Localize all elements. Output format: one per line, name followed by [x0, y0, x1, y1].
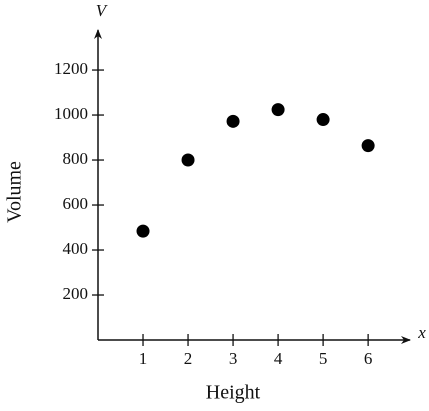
x-axis-symbol: x: [417, 323, 426, 342]
x-tick-label: 3: [229, 349, 238, 368]
y-tick-label: 1200: [54, 59, 88, 78]
y-axis-symbol: V: [96, 1, 109, 20]
data-point: [361, 139, 375, 153]
data-point: [136, 224, 150, 238]
x-tick-label: 2: [184, 349, 193, 368]
y-tick-label: 800: [63, 149, 89, 168]
data-point: [271, 103, 285, 117]
y-tick-label: 600: [63, 194, 89, 213]
y-axis-label: Volume: [4, 161, 26, 223]
data-point: [226, 114, 240, 128]
data-point: [181, 153, 195, 167]
x-tick-label: 5: [319, 349, 328, 368]
x-axis-label: Height: [206, 382, 261, 404]
x-tick-label: 6: [364, 349, 373, 368]
data-point: [316, 113, 330, 127]
y-tick-label: 200: [63, 284, 89, 303]
y-tick-label: 1000: [54, 104, 88, 123]
x-tick-label: 1: [139, 349, 148, 368]
y-tick-label: 400: [63, 239, 89, 258]
x-tick-label: 4: [274, 349, 283, 368]
